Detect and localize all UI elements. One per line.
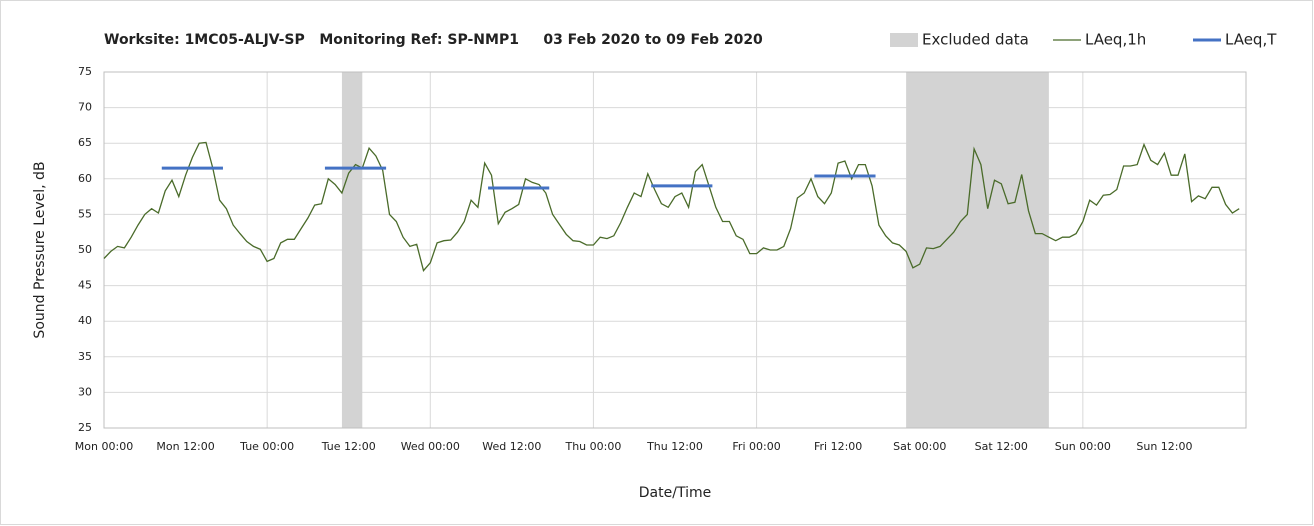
excluded-region bbox=[906, 72, 1049, 428]
x-tick-label: Fri 12:00 bbox=[814, 440, 862, 453]
x-tick-label: Tue 12:00 bbox=[321, 440, 376, 453]
y-tick-label: 70 bbox=[78, 101, 92, 114]
data-line bbox=[103, 141, 1240, 272]
y-tick-label: 55 bbox=[78, 207, 92, 220]
x-tick-label: Sun 12:00 bbox=[1136, 440, 1192, 453]
legend-label: LAeq,1h bbox=[1085, 31, 1146, 49]
y-tick-label: 60 bbox=[78, 172, 92, 185]
y-tick-label: 25 bbox=[78, 421, 92, 434]
x-tick-label: Wed 00:00 bbox=[401, 440, 460, 453]
x-tick-label: Sun 00:00 bbox=[1055, 440, 1111, 453]
y-tick-label: 40 bbox=[78, 314, 92, 327]
x-tick-label: Fri 00:00 bbox=[732, 440, 780, 453]
legend-label: LAeq,T bbox=[1225, 31, 1277, 49]
chart-title: Worksite: 1MC05-ALJV-SP Monitoring Ref: … bbox=[104, 32, 763, 48]
y-tick-label: 65 bbox=[78, 136, 92, 149]
y-tick-label: 75 bbox=[78, 65, 92, 78]
y-tick-label: 35 bbox=[78, 350, 92, 363]
x-axis-title: Date/Time bbox=[639, 485, 711, 501]
x-tick-label: Tue 00:00 bbox=[239, 440, 294, 453]
y-tick-label: 45 bbox=[78, 279, 92, 292]
excluded-region bbox=[341, 72, 363, 428]
legend-label: Excluded data bbox=[922, 31, 1029, 49]
x-tick-label: Thu 12:00 bbox=[646, 440, 703, 453]
legend-swatch bbox=[890, 33, 918, 47]
x-tick-label: Sat 12:00 bbox=[975, 440, 1028, 453]
x-tick-label: Mon 12:00 bbox=[156, 440, 214, 453]
plot-frame bbox=[103, 71, 1247, 429]
x-tick-label: Thu 00:00 bbox=[564, 440, 621, 453]
x-tick-label: Mon 00:00 bbox=[75, 440, 133, 453]
y-tick-label: 50 bbox=[78, 243, 92, 256]
x-tick-label: Wed 12:00 bbox=[482, 440, 541, 453]
y-axis-title: Sound Pressure Level, dB bbox=[32, 161, 48, 338]
x-tick-label: Sat 00:00 bbox=[893, 440, 946, 453]
y-tick-label: 30 bbox=[78, 385, 92, 398]
